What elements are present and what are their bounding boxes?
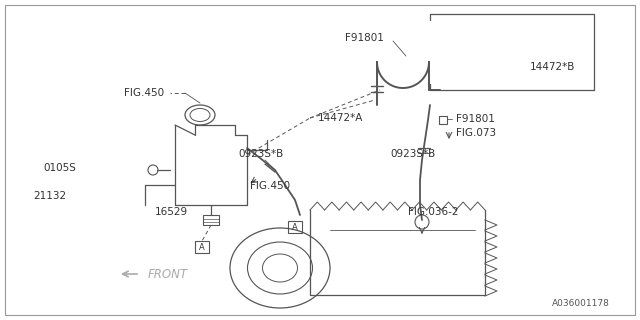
- Bar: [288, 221, 302, 233]
- Bar: [203, 215, 219, 225]
- Text: 14472*B: 14472*B: [530, 62, 575, 72]
- Text: 21132: 21132: [33, 191, 66, 201]
- Text: F91801: F91801: [456, 114, 495, 124]
- Text: A: A: [199, 243, 205, 252]
- Text: FIG.073: FIG.073: [456, 128, 496, 138]
- Text: FIG.450: FIG.450: [124, 88, 164, 98]
- Text: A: A: [292, 222, 298, 231]
- Text: F91801: F91801: [345, 33, 384, 43]
- Text: 0105S: 0105S: [43, 163, 76, 173]
- Text: FIG.036-2: FIG.036-2: [408, 207, 458, 217]
- Text: 0923S*B: 0923S*B: [238, 149, 284, 159]
- Bar: [195, 241, 209, 253]
- Text: A036001178: A036001178: [552, 299, 610, 308]
- Text: 16529: 16529: [155, 207, 188, 217]
- Bar: [439, 116, 447, 124]
- Text: FIG.450: FIG.450: [250, 181, 290, 191]
- Text: FRONT: FRONT: [148, 268, 188, 281]
- Text: 14472*A: 14472*A: [318, 113, 364, 123]
- Text: 0923S*B: 0923S*B: [390, 149, 435, 159]
